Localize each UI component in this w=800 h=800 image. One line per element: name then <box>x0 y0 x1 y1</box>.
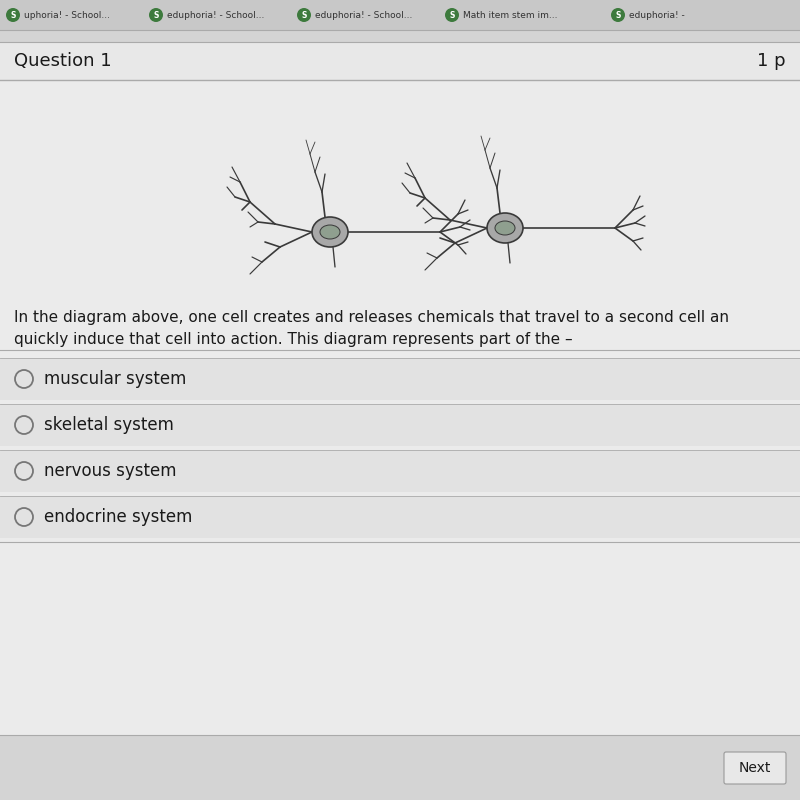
Text: uphoria! - School...: uphoria! - School... <box>24 10 110 19</box>
Text: muscular system: muscular system <box>44 370 186 388</box>
Text: endocrine system: endocrine system <box>44 508 192 526</box>
Text: eduphoria! - School...: eduphoria! - School... <box>315 10 412 19</box>
Text: quickly induce that cell into action. This diagram represents part of the –: quickly induce that cell into action. Th… <box>14 332 573 347</box>
Text: eduphoria! -: eduphoria! - <box>629 10 685 19</box>
Circle shape <box>445 8 459 22</box>
Text: In the diagram above, one cell creates and releases chemicals that travel to a s: In the diagram above, one cell creates a… <box>14 310 729 325</box>
Ellipse shape <box>320 225 340 239</box>
Ellipse shape <box>487 213 523 243</box>
FancyBboxPatch shape <box>724 752 786 784</box>
Circle shape <box>6 8 20 22</box>
Text: nervous system: nervous system <box>44 462 177 480</box>
Circle shape <box>149 8 163 22</box>
Ellipse shape <box>312 217 348 247</box>
Text: S: S <box>450 10 454 19</box>
Bar <box>0 358 800 400</box>
Bar <box>0 42 800 80</box>
Bar <box>0 0 800 30</box>
Text: Next: Next <box>739 761 771 775</box>
Text: eduphoria! - School...: eduphoria! - School... <box>167 10 264 19</box>
Text: S: S <box>10 10 16 19</box>
Circle shape <box>611 8 625 22</box>
Bar <box>0 450 800 492</box>
Text: S: S <box>302 10 306 19</box>
Bar <box>0 404 800 446</box>
Bar <box>0 42 800 735</box>
Bar <box>0 735 800 800</box>
Ellipse shape <box>495 221 515 235</box>
Bar <box>0 496 800 538</box>
Circle shape <box>297 8 311 22</box>
Text: 1 p: 1 p <box>758 52 786 70</box>
Text: Math item stem im...: Math item stem im... <box>463 10 558 19</box>
Text: S: S <box>154 10 158 19</box>
Text: skeletal system: skeletal system <box>44 416 174 434</box>
Text: Question 1: Question 1 <box>14 52 112 70</box>
Text: S: S <box>615 10 621 19</box>
